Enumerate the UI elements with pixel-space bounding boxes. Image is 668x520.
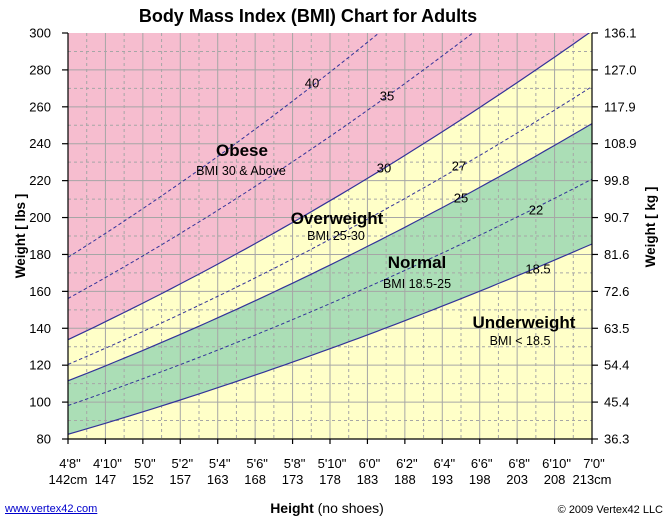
y-left-tick-label: 200: [29, 210, 51, 225]
y-left-tick-label: 300: [29, 26, 51, 41]
y-axis-title-right: Weight [ kg ]: [643, 187, 658, 268]
x-tick-label-cm: 203: [506, 472, 528, 487]
x-tick-label-cm: 213cm: [572, 472, 611, 487]
y-right-tick-label: 136.1: [604, 26, 637, 41]
x-tick-label-ft: 5'8": [284, 456, 306, 471]
y-right-tick-label: 90.7: [604, 210, 629, 225]
y-left-tick-label: 140: [29, 321, 51, 336]
x-tick-label-cm: 168: [244, 472, 266, 487]
y-left-tick-label: 160: [29, 284, 51, 299]
y-right-tick-label: 99.8: [604, 173, 629, 188]
y-right-tick-label: 63.5: [604, 321, 629, 336]
region-sublabel-normal: BMI 18.5-25: [383, 277, 451, 291]
x-tick-label-ft: 6'10": [542, 456, 571, 471]
region-label-normal: Normal: [388, 253, 447, 272]
y-left-tick-label: 180: [29, 247, 51, 262]
x-axis-title-normal: (no shoes): [313, 500, 384, 516]
y-right-tick-label: 81.6: [604, 247, 629, 262]
x-tick-label-cm: 152: [132, 472, 154, 487]
x-tick-label-ft: 4'8": [59, 456, 81, 471]
y-left-tick-label: 280: [29, 62, 51, 77]
bmi-line-label-30: 30: [377, 161, 391, 176]
x-tick-label-cm: 178: [319, 472, 341, 487]
x-tick-label-cm: 198: [469, 472, 491, 487]
y-right-tick-label: 54.4: [604, 358, 629, 373]
y-right-tick-label: 108.9: [604, 136, 637, 151]
vertex42-link[interactable]: www.vertex42.com: [5, 503, 98, 515]
x-tick-label-ft: 5'2": [172, 456, 194, 471]
bmi-line-label-25: 25: [454, 191, 468, 206]
x-tick-label-ft: 6'0": [359, 456, 381, 471]
bmi-line-25: [68, 123, 592, 382]
y-left-tick-label: 240: [29, 136, 51, 151]
x-tick-label-cm: 208: [544, 472, 566, 487]
bmi-line-label-40: 40: [305, 76, 319, 91]
chart-title: Body Mass Index (BMI) Chart for Adults: [138, 6, 478, 26]
x-tick-label-cm: 163: [207, 472, 229, 487]
x-tick-label-cm: 142cm: [48, 472, 87, 487]
gridlines: [68, 33, 592, 439]
region-label-obese: Obese: [216, 141, 268, 160]
bmi-chart-plot: 300 136.1 280 127.0 260 117.9 240 108.9 220 99.8 2…: [13, 26, 658, 488]
bmi-line-label-18.5: 18.5: [525, 262, 550, 277]
bmi-line-30: [68, 33, 591, 341]
y-right-tick-label: 72.6: [604, 284, 629, 299]
region-sublabel-underweight: BMI < 18.5: [490, 334, 551, 348]
x-tick-label-cm: 183: [357, 472, 379, 487]
bmi-line-35: [68, 33, 474, 299]
y-axis-title-left: Weight [ lbs ]: [13, 194, 28, 279]
region-sublabel-obese: BMI 30 & Above: [196, 164, 286, 178]
x-tick-label-ft: 4'10": [93, 456, 122, 471]
y-left-tick-label: 120: [29, 358, 51, 373]
axis-frame: [62, 32, 598, 444]
bmi-line-label-35: 35: [380, 89, 394, 104]
x-tick-label-cm: 193: [431, 472, 453, 487]
y-left-tick-label: 260: [29, 99, 51, 114]
y-left-tick-label: 220: [29, 173, 51, 188]
bmi-line-18.5: [68, 243, 592, 435]
y-left-tick-label: 80: [37, 432, 51, 447]
region-sublabel-overweight: BMI 25-30: [307, 229, 365, 243]
y-right-tick-label: 45.4: [604, 395, 629, 410]
x-tick-label-cm: 147: [95, 472, 117, 487]
y-right-tick-label: 36.3: [604, 432, 629, 447]
x-tick-label-ft: 6'2": [396, 456, 418, 471]
bmi-line-label-22: 22: [529, 203, 543, 218]
y-left-tick-label: 100: [29, 395, 51, 410]
x-tick-label-ft: 5'0": [134, 456, 156, 471]
x-tick-label-cm: 157: [169, 472, 191, 487]
x-tick-label-ft: 5'4": [209, 456, 231, 471]
bmi-line-22: [68, 178, 592, 406]
x-tick-label-cm: 173: [282, 472, 304, 487]
y-right-tick-label: 117.9: [604, 99, 636, 114]
bmi-line-27: [68, 86, 592, 365]
x-tick-label-ft: 6'8": [508, 456, 530, 471]
x-axis-title: Height (no shoes): [270, 500, 384, 516]
x-tick-label-ft: 5'6": [246, 456, 268, 471]
x-axis-title-bold: Height: [270, 500, 314, 516]
region-label-overweight: Overweight: [291, 209, 384, 228]
x-tick-label-ft: 6'4": [434, 456, 456, 471]
region-label-underweight: Underweight: [473, 313, 576, 332]
x-tick-label-ft: 7'0": [583, 456, 605, 471]
x-tick-label-ft: 5'10": [318, 456, 347, 471]
x-tick-label-cm: 188: [394, 472, 416, 487]
copyright-text: © 2009 Vertex42 LLC: [557, 504, 663, 516]
region-obese-fill: [68, 33, 590, 340]
x-tick-label-ft: 6'6": [471, 456, 493, 471]
bmi-line-label-27: 27: [452, 159, 466, 174]
bmi-line-40: [68, 33, 380, 258]
plot-area: [68, 33, 592, 439]
y-right-tick-label: 127.0: [604, 62, 637, 77]
